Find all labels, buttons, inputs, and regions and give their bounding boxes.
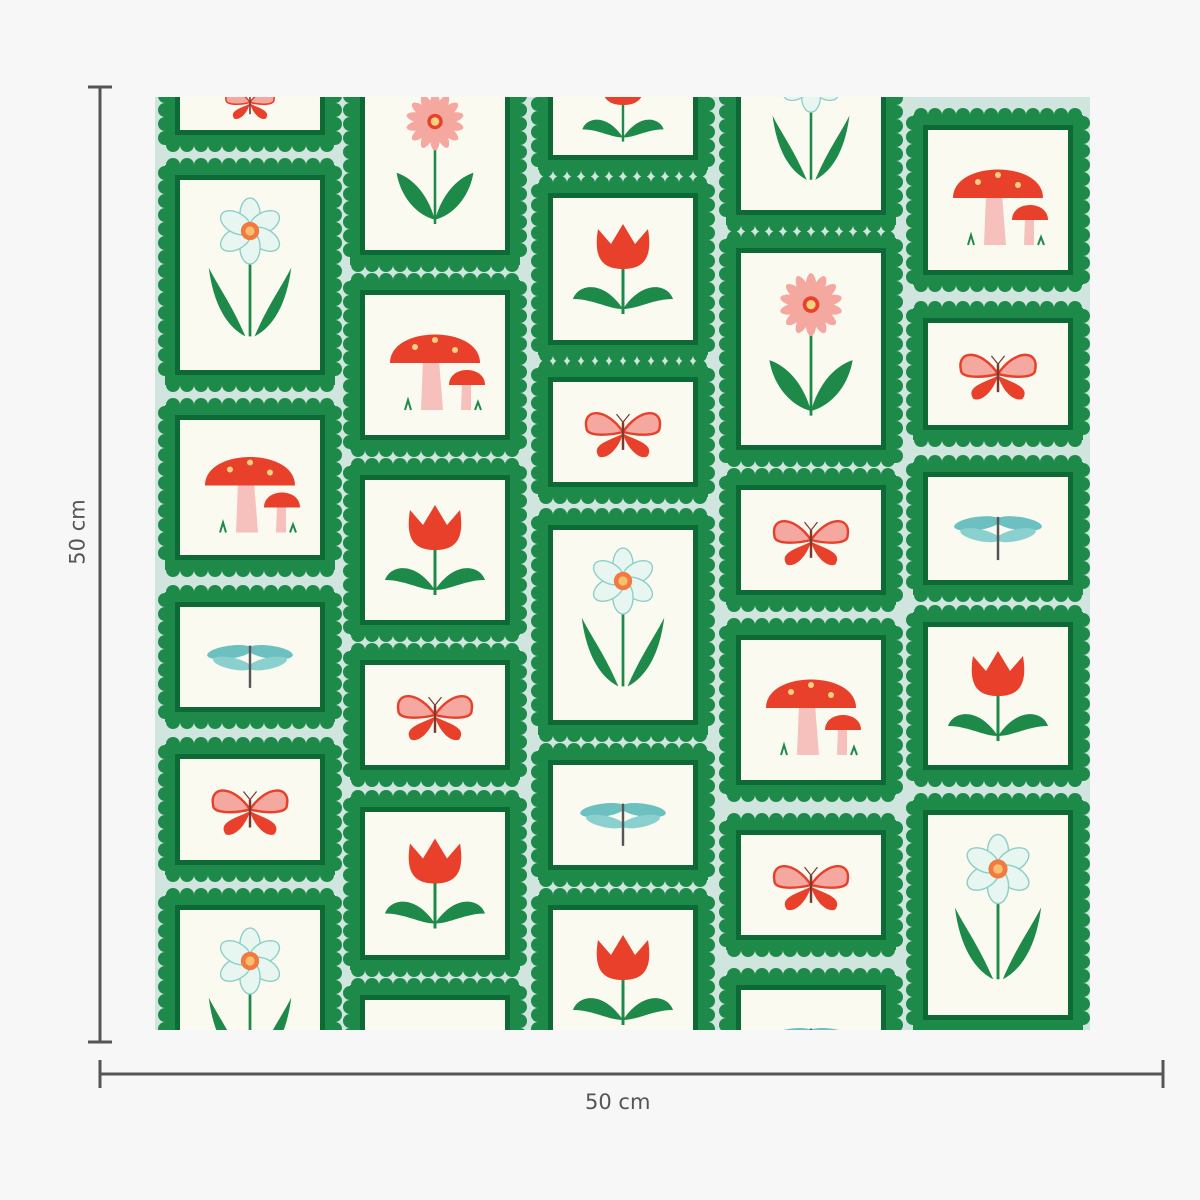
stamp-mushroom bbox=[719, 618, 903, 802]
stamp-tulip bbox=[531, 176, 715, 362]
stamp-butterfly bbox=[343, 643, 527, 787]
stamp-dragonfly bbox=[906, 455, 1090, 602]
stamp-tulip bbox=[343, 458, 527, 642]
stamp-daisy bbox=[719, 231, 903, 467]
stamp-butterfly bbox=[531, 360, 715, 504]
stamp-tulip bbox=[343, 790, 527, 977]
stamp-daffodil bbox=[158, 158, 342, 392]
stamp-butterfly bbox=[158, 97, 342, 152]
stamp-daffodil bbox=[906, 793, 1090, 1030]
stamp-mushroom bbox=[158, 398, 342, 577]
width-label: 50 cm bbox=[585, 1090, 651, 1114]
stamp-mushroom bbox=[343, 978, 527, 1030]
stamp-butterfly bbox=[158, 737, 342, 882]
stamp-dragonfly bbox=[531, 743, 715, 887]
height-label: 50 cm bbox=[65, 499, 90, 565]
stamp-tulip bbox=[531, 97, 715, 177]
stamp-butterfly bbox=[906, 301, 1090, 447]
stamp-tulip bbox=[531, 888, 715, 1030]
stamp-tulip bbox=[906, 605, 1090, 787]
stamp-butterfly bbox=[719, 813, 903, 957]
stamp-mushroom bbox=[906, 108, 1090, 292]
stamp-dragonfly bbox=[719, 968, 903, 1030]
stamp-daffodil bbox=[531, 508, 715, 742]
dimension-lines bbox=[88, 85, 1165, 1088]
stamp-daisy bbox=[343, 97, 527, 272]
stamp-dragonfly bbox=[158, 585, 342, 729]
stamp-mushroom bbox=[343, 273, 527, 457]
stamp-butterfly bbox=[719, 468, 903, 612]
stamp-daffodil bbox=[158, 888, 342, 1030]
stamp-daffodil bbox=[719, 97, 903, 232]
